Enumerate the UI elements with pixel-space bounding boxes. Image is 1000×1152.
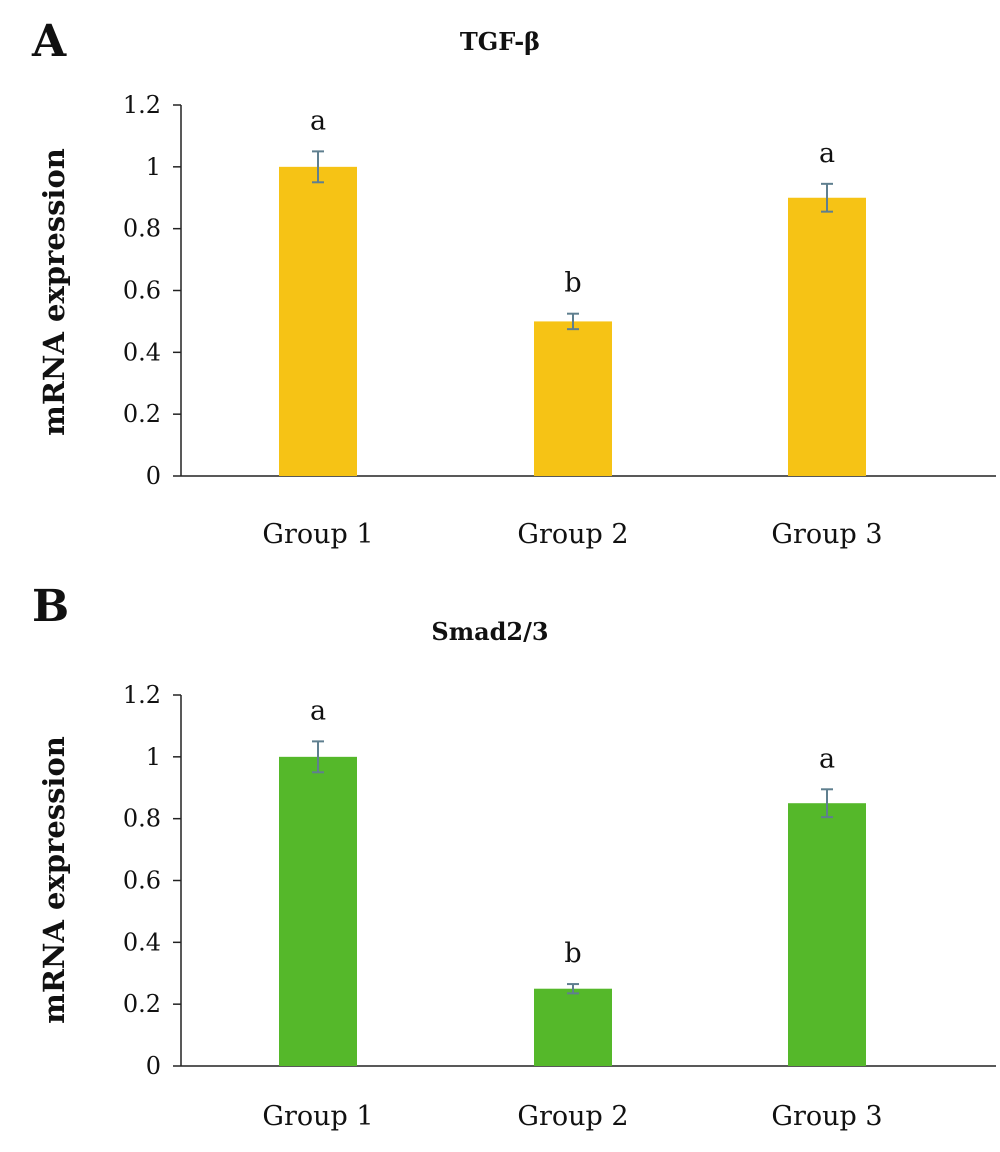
y-tick-label: 0.2: [123, 400, 161, 428]
x-tick-label: Group 3: [771, 1101, 882, 1132]
plot-area: 0 0.2 0.4 0.6 0.8 1 1.2 a Group 1 b Group 2 a Group …: [123, 681, 996, 1132]
y-tick-label: 0: [146, 462, 161, 490]
y-tick-label: 0.4: [123, 338, 161, 366]
y-tick-label: 0.4: [123, 928, 161, 956]
y-tick-label: 0: [146, 1052, 161, 1080]
y-tick-label: 1.2: [123, 681, 161, 709]
x-tick-label: Group 1: [262, 519, 373, 550]
y-tick-label: 0.8: [123, 215, 161, 243]
panel-b: B Smad2/3 mRNA expression 0 0.2 0.4 0.6 0.8 1…: [32, 581, 996, 1132]
y-tick-label: 1: [146, 153, 161, 181]
y-tick-label: 0.2: [123, 990, 161, 1018]
significance-letter: a: [310, 105, 326, 136]
chart-title: Smad2/3: [431, 617, 548, 646]
bar: [788, 803, 866, 1066]
significance-letter: a: [819, 138, 835, 169]
y-axis-label: mRNA expression: [37, 148, 71, 436]
x-tick-label: Group 2: [517, 519, 628, 550]
plot-area: 0 0.2 0.4 0.6 0.8 1 1.2 a Group 1 b Group 2 a Group …: [123, 91, 996, 550]
x-tick-label: Group 1: [262, 1101, 373, 1132]
y-tick-label: 0.8: [123, 805, 161, 833]
bar: [279, 756, 357, 1066]
panel-letter: A: [31, 16, 67, 67]
bar: [279, 166, 357, 477]
bar: [534, 988, 612, 1066]
y-tick-label: 0.6: [123, 867, 161, 895]
x-tick-label: Group 2: [517, 1101, 628, 1132]
y-tick-label: 1.2: [123, 91, 161, 119]
panel-letter: B: [32, 581, 69, 632]
significance-letter: b: [564, 938, 581, 969]
bar: [534, 321, 612, 476]
y-tick-label: 0.6: [123, 277, 161, 305]
x-tick-label: Group 3: [771, 519, 882, 550]
y-tick-label: 1: [146, 743, 161, 771]
y-axis-label: mRNA expression: [37, 736, 71, 1024]
bar: [788, 197, 866, 476]
significance-letter: a: [819, 743, 835, 774]
panel-a: A TGF-β mRNA expression 0 0.2 0.4 0.6 0.8 1 1.…: [31, 16, 996, 550]
significance-letter: a: [310, 695, 326, 726]
significance-letter: b: [564, 268, 581, 299]
chart-title: TGF-β: [460, 27, 540, 56]
